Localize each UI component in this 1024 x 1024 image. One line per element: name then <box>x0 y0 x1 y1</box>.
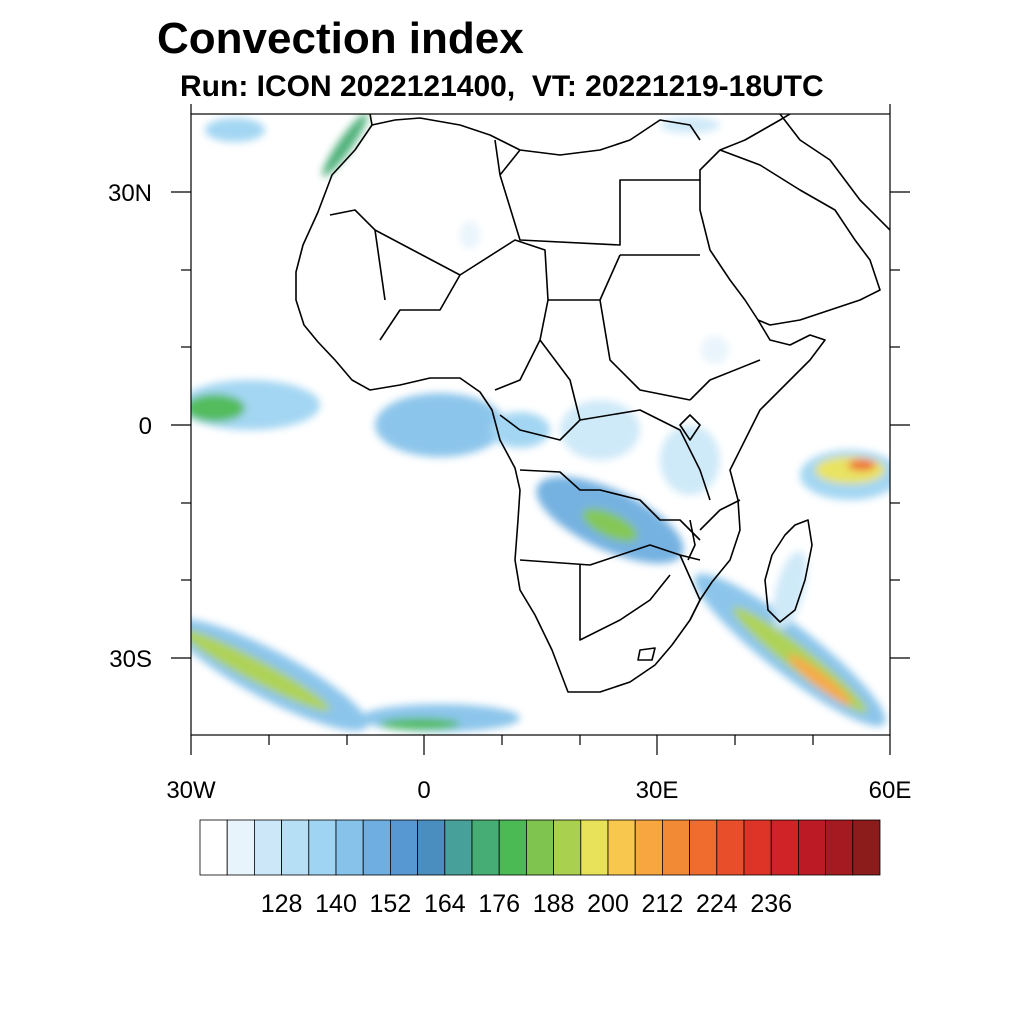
colorbar-swatch <box>553 819 582 876</box>
border-lake-victoria <box>679 414 701 441</box>
colorbar-swatch <box>335 819 364 876</box>
border-18 <box>699 499 741 531</box>
colorbar-swatch <box>662 819 691 876</box>
border-9 <box>548 299 691 401</box>
arabian-peninsula <box>719 149 881 326</box>
field-region-indian-ocean-core <box>815 456 885 484</box>
field-region-morocco <box>322 114 368 177</box>
chart-title: Convection index <box>157 14 524 63</box>
colorbar-label: 212 <box>642 890 684 918</box>
colorbar-swatch <box>253 819 282 876</box>
colorbar-swatch <box>471 819 500 876</box>
border-16 <box>579 565 671 641</box>
colorbar-swatch <box>852 819 881 876</box>
border-2 <box>374 229 549 341</box>
border-15 <box>519 544 701 566</box>
colorbar-swatch <box>281 819 310 876</box>
field-region-ethiopia <box>701 336 729 364</box>
colorbar-swatch <box>825 819 854 876</box>
colorbar-swatch <box>498 819 527 876</box>
colorbar-swatch <box>199 819 228 876</box>
border-8 <box>494 339 541 391</box>
colorbar-swatch <box>607 819 636 876</box>
colorbar-label: 152 <box>370 890 412 918</box>
field-region-east-africa <box>660 425 720 495</box>
colorbar <box>199 819 881 876</box>
colorbar-swatch <box>226 819 255 876</box>
border-13 <box>579 409 711 501</box>
colorbar-swatch <box>689 819 718 876</box>
border-10 <box>599 254 621 301</box>
border-3 <box>494 139 501 176</box>
border-12 <box>499 339 581 441</box>
border-4 <box>499 149 521 176</box>
lat-label-0: 0 <box>139 413 152 440</box>
colorbar-label: 176 <box>478 890 520 918</box>
border-5 <box>499 174 700 246</box>
colorbar-label: 200 <box>587 890 629 918</box>
colorbar-label: 188 <box>533 890 575 918</box>
field-region-south-atlantic-3 <box>380 718 460 730</box>
lon-label-0: 0 <box>417 777 430 804</box>
border-lake-malawi <box>687 519 696 561</box>
border-lesotho <box>637 647 656 661</box>
field-region-equatorial-atlantic-core <box>191 394 245 422</box>
coastlines <box>295 114 890 693</box>
colorbar-swatch <box>389 819 418 876</box>
lon-label-60e: 60E <box>869 777 912 804</box>
border-11 <box>689 359 761 401</box>
persian-gulf <box>779 114 890 231</box>
field-region-zambia-core <box>582 508 638 542</box>
africa-coastline <box>295 114 826 693</box>
field-region-madagascar <box>772 551 808 629</box>
colorbar-label: 236 <box>750 890 792 918</box>
chart-subtitle: Run: ICON 2022121400, VT: 20221219-18UTC <box>180 70 824 103</box>
lat-label-30s: 30S <box>109 646 152 673</box>
colorbar-swatch <box>417 819 446 876</box>
border-7 <box>379 274 461 341</box>
colorbar-swatch <box>770 819 799 876</box>
colorbar-swatch <box>308 819 337 876</box>
border-14 <box>519 469 701 541</box>
field-region-nw-corner <box>205 118 265 142</box>
colorbar-label: 224 <box>696 890 738 918</box>
madagascar <box>764 519 813 623</box>
lon-label-30w: 30W <box>166 777 216 804</box>
border-1 <box>329 209 386 301</box>
colorbar-swatch <box>362 819 391 876</box>
colorbar-swatch <box>743 819 772 876</box>
colorbar-label: 128 <box>261 890 303 918</box>
colorbar-swatch <box>580 819 609 876</box>
mediterranean-coast <box>371 117 701 156</box>
axis-ticks <box>171 104 910 755</box>
colorbar-label: 164 <box>424 890 466 918</box>
colorbar-swatch <box>798 819 827 876</box>
colorbar-swatch <box>526 819 555 876</box>
colorbar-label: 140 <box>315 890 357 918</box>
border-17 <box>679 554 701 621</box>
field-region-gulf-of-guinea <box>375 393 505 457</box>
colorbar-labels: 128 140 152 164 176 188 200 212 224 236 <box>261 890 792 918</box>
field-region-mozambique-hot <box>788 654 852 706</box>
colorbar-swatch <box>444 819 473 876</box>
lat-label-30n: 30N <box>108 180 152 207</box>
colorbar-swatch <box>634 819 663 876</box>
convection-field <box>191 114 890 732</box>
lon-label-30e: 30E <box>636 777 679 804</box>
field-region-congo <box>560 400 640 460</box>
field-region-indian-ocean-hot <box>848 459 876 471</box>
colorbar-swatch <box>716 819 745 876</box>
field-region-south-atlantic-core <box>191 628 331 712</box>
field-region-sahara-fleck <box>460 221 480 249</box>
